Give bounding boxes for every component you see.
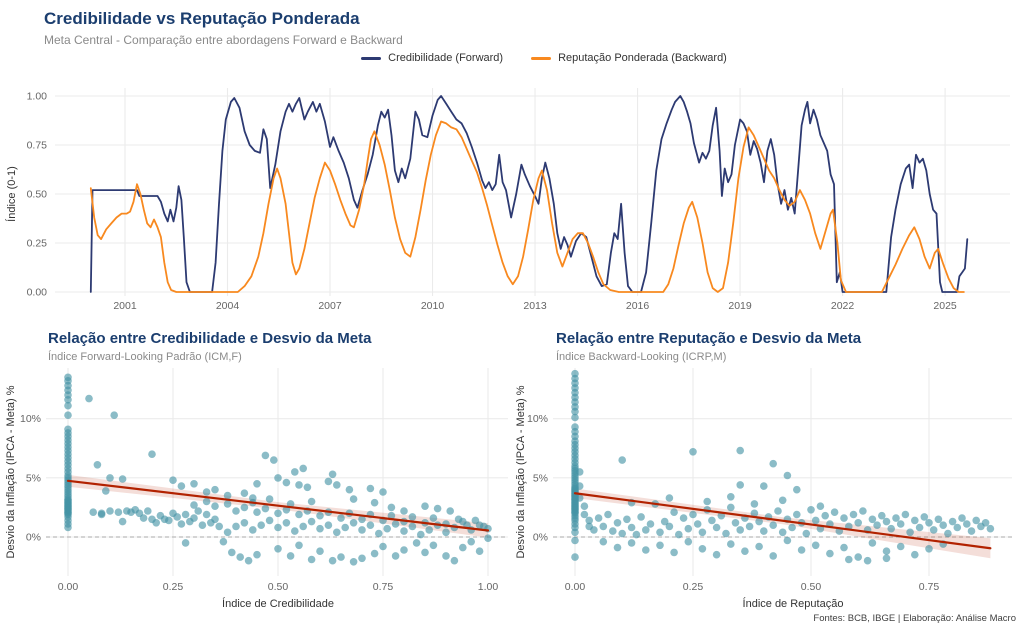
svg-text:0.50: 0.50 bbox=[27, 189, 48, 201]
svg-text:5%: 5% bbox=[533, 472, 548, 484]
chart-legend: Credibilidade (Forward) Reputação Ponder… bbox=[0, 52, 1024, 64]
source-note: Fontes: BCB, IBGE | Elaboração: Análise … bbox=[813, 613, 1016, 624]
svg-text:2013: 2013 bbox=[523, 300, 547, 312]
svg-text:1.00: 1.00 bbox=[478, 581, 499, 593]
svg-text:10%: 10% bbox=[527, 413, 548, 425]
legend-label: Credibilidade (Forward) bbox=[388, 52, 504, 64]
svg-text:2016: 2016 bbox=[626, 300, 650, 312]
svg-text:2007: 2007 bbox=[318, 300, 342, 312]
svg-text:0.00: 0.00 bbox=[27, 287, 48, 299]
svg-text:0%: 0% bbox=[533, 532, 548, 544]
right-panel-subtitle: Índice Backward-Looking (ICRP,M) bbox=[556, 351, 727, 363]
svg-text:0.75: 0.75 bbox=[373, 581, 394, 593]
svg-text:0.25: 0.25 bbox=[27, 238, 48, 250]
credibility-deviation-scatter: 0.00 0.25 0.50 0.75 1.00 0% 5% 10%Desvio da Inf… bbox=[5, 368, 508, 593]
svg-text:Índice (0-1): Índice (0-1) bbox=[5, 166, 18, 222]
svg-text:2019: 2019 bbox=[728, 300, 752, 312]
reputation-line-swatch bbox=[531, 56, 552, 60]
right-panel-title: Relação entre Reputação e Desvio da Meta bbox=[556, 330, 862, 347]
svg-text:1.00: 1.00 bbox=[27, 91, 48, 103]
legend-label: Reputação Ponderada (Backward) bbox=[558, 52, 727, 64]
svg-text:Desvio da Inflação (IPCA - Met: Desvio da Inflação (IPCA - Meta) % bbox=[515, 385, 527, 558]
right-xaxis-title: Índice de Reputação bbox=[742, 598, 844, 610]
svg-text:0%: 0% bbox=[26, 532, 41, 544]
svg-text:0.75: 0.75 bbox=[27, 140, 48, 152]
left-panel-title: Relação entre Credibilidade e Desvio da … bbox=[48, 330, 372, 347]
svg-text:10%: 10% bbox=[20, 413, 41, 425]
legend-item-credibility: Credibilidade (Forward) bbox=[361, 52, 503, 64]
svg-text:0.25: 0.25 bbox=[683, 581, 704, 593]
svg-text:2025: 2025 bbox=[933, 300, 957, 312]
legend-item-reputation: Reputação Ponderada (Backward) bbox=[531, 52, 727, 64]
svg-text:0.75: 0.75 bbox=[919, 581, 940, 593]
svg-text:5%: 5% bbox=[26, 472, 41, 484]
svg-text:0.50: 0.50 bbox=[801, 581, 822, 593]
page-title: Credibilidade vs Reputação Ponderada bbox=[44, 9, 360, 28]
svg-text:0.25: 0.25 bbox=[163, 581, 184, 593]
credibility-reputation-line-chart: 0.00 0.25 0.50 0.75 1.00 2001 2004 2007 2010 2013… bbox=[5, 88, 1010, 312]
svg-text:2022: 2022 bbox=[831, 300, 855, 312]
left-xaxis-title: Índice de Credibilidade bbox=[222, 598, 334, 610]
svg-text:0.00: 0.00 bbox=[58, 581, 79, 593]
svg-text:2004: 2004 bbox=[216, 300, 240, 312]
svg-text:Desvio da Inflação (IPCA - Met: Desvio da Inflação (IPCA - Meta) % bbox=[5, 385, 17, 558]
page-subtitle: Meta Central - Comparação entre abordage… bbox=[44, 33, 403, 47]
svg-text:2010: 2010 bbox=[421, 300, 445, 312]
reputation-deviation-scatter: 0.00 0.25 0.50 0.75 0% 5% 10%Desvio da Inflaçã… bbox=[515, 368, 1012, 593]
svg-text:0.00: 0.00 bbox=[565, 581, 586, 593]
svg-text:2001: 2001 bbox=[113, 300, 137, 312]
svg-text:0.50: 0.50 bbox=[268, 581, 289, 593]
credibility-line-swatch bbox=[361, 56, 382, 60]
left-panel-subtitle: Índice Forward-Looking Padrão (ICM,F) bbox=[48, 351, 242, 363]
